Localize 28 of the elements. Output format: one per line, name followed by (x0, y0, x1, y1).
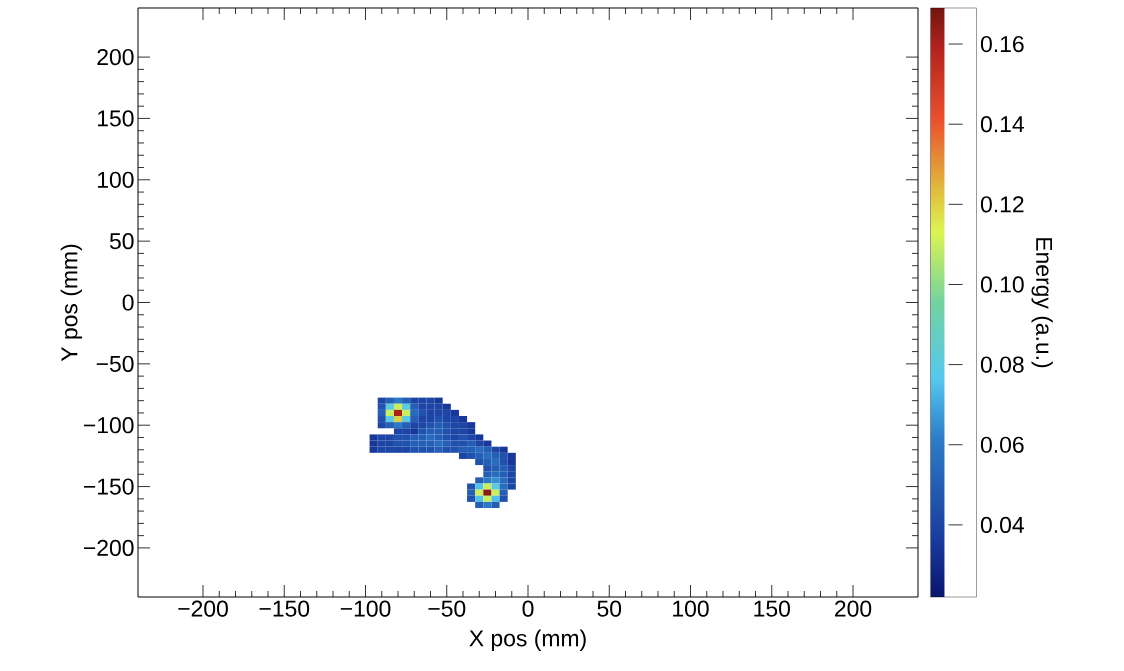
color-bar-label: 0.08 (980, 356, 1024, 373)
y-tick-label: −50 (96, 355, 134, 372)
color-bar-title: Energy (a.u.) (1031, 238, 1053, 368)
y-tick-label: −200 (83, 539, 134, 557)
x-tick-label: −200 (178, 600, 228, 617)
x-tick-label: 200 (835, 600, 872, 617)
y-tick-label: 150 (98, 110, 134, 127)
y-tick-label: 50 (109, 233, 134, 250)
y-tick-label: −150 (83, 478, 134, 495)
x-tick-label: 100 (673, 600, 709, 617)
y-tick-label: −100 (83, 417, 134, 434)
x-tick-label: −50 (428, 600, 466, 617)
x-tick-label: −100 (340, 600, 391, 617)
x-tick-label: 0 (522, 600, 534, 617)
color-bar-label: 0.12 (980, 196, 1024, 213)
x-axis-title: X pos (mm) (469, 629, 586, 651)
y-tick-label: 0 (122, 294, 134, 311)
color-bar-label: 0.04 (980, 516, 1024, 533)
x-tick-label: −150 (259, 600, 310, 617)
y-axis-title: Y pos (mm) (60, 244, 83, 362)
y-tick-label: 100 (98, 171, 134, 188)
x-tick-label: 50 (597, 600, 622, 617)
color-bar-label: 0.10 (980, 276, 1024, 293)
color-bar-label: 0.06 (980, 436, 1024, 453)
x-tick-label: 150 (754, 600, 790, 617)
y-tick-label: 200 (97, 48, 134, 66)
color-bar-label: 0.16 (980, 35, 1024, 53)
color-bar-label: 0.14 (980, 116, 1024, 133)
